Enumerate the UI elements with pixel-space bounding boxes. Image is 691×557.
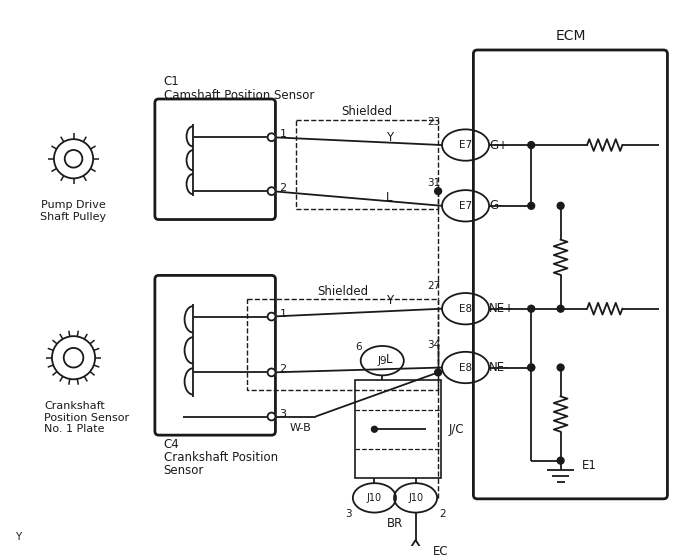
Circle shape xyxy=(557,364,564,371)
Text: 23: 23 xyxy=(427,118,440,128)
Circle shape xyxy=(528,202,535,209)
Text: Pump Drive: Pump Drive xyxy=(41,200,106,210)
Text: EC: EC xyxy=(433,545,449,557)
Text: Y: Y xyxy=(15,532,21,542)
Text: E1: E1 xyxy=(583,459,597,472)
Text: 2: 2 xyxy=(279,364,287,374)
Text: NE+: NE+ xyxy=(489,302,515,315)
Text: J10: J10 xyxy=(408,493,423,503)
Text: 2: 2 xyxy=(439,509,446,519)
Text: Y: Y xyxy=(386,294,392,307)
Text: NE-: NE- xyxy=(489,361,509,374)
Text: 1: 1 xyxy=(279,309,286,319)
Text: Camshaft Position Sensor: Camshaft Position Sensor xyxy=(164,89,314,101)
Circle shape xyxy=(435,369,442,376)
Circle shape xyxy=(557,457,564,464)
Text: Shielded: Shielded xyxy=(341,105,392,118)
Text: C1: C1 xyxy=(164,75,180,88)
Text: L: L xyxy=(386,353,392,366)
Text: 1: 1 xyxy=(279,129,286,139)
Text: C4: C4 xyxy=(164,438,180,451)
Text: L: L xyxy=(386,192,392,204)
Text: 27: 27 xyxy=(427,281,440,291)
Circle shape xyxy=(267,413,276,421)
Text: W-B: W-B xyxy=(289,423,311,433)
Text: J9: J9 xyxy=(377,356,387,365)
Circle shape xyxy=(528,305,535,312)
Text: E8: E8 xyxy=(459,363,472,373)
Circle shape xyxy=(528,364,535,371)
Bar xyxy=(296,120,438,209)
Circle shape xyxy=(557,202,564,209)
Text: Crankshaft Position: Crankshaft Position xyxy=(164,451,278,464)
Circle shape xyxy=(267,312,276,320)
Text: BR: BR xyxy=(387,517,403,530)
Text: Crankshaft: Crankshaft xyxy=(44,401,105,411)
Bar xyxy=(247,299,438,390)
Text: Sensor: Sensor xyxy=(164,464,204,477)
Text: No. 1 Plate: No. 1 Plate xyxy=(44,424,104,434)
Circle shape xyxy=(435,188,442,194)
Text: 3: 3 xyxy=(346,509,352,519)
Circle shape xyxy=(557,305,564,312)
Text: J/C: J/C xyxy=(449,423,464,436)
Circle shape xyxy=(267,369,276,377)
Text: Position Sensor: Position Sensor xyxy=(44,413,129,423)
Circle shape xyxy=(372,426,377,432)
Text: 3: 3 xyxy=(279,409,286,418)
Text: ECM: ECM xyxy=(555,30,586,43)
Text: 2: 2 xyxy=(279,183,287,193)
Circle shape xyxy=(528,364,535,371)
Circle shape xyxy=(267,133,276,141)
Text: 31: 31 xyxy=(427,178,440,188)
Text: J10: J10 xyxy=(367,493,382,503)
Circle shape xyxy=(267,187,276,195)
Text: Shielded: Shielded xyxy=(317,285,368,297)
Text: G-: G- xyxy=(489,199,502,212)
Text: 6: 6 xyxy=(355,342,362,352)
Bar xyxy=(354,380,441,478)
Text: E7: E7 xyxy=(459,140,472,150)
Text: Y: Y xyxy=(386,131,392,144)
Circle shape xyxy=(528,141,535,149)
Text: E7: E7 xyxy=(459,201,472,211)
Text: Shaft Pulley: Shaft Pulley xyxy=(41,212,106,222)
Text: 34: 34 xyxy=(427,340,440,350)
Text: G+: G+ xyxy=(489,139,508,152)
Text: E8: E8 xyxy=(459,304,472,314)
